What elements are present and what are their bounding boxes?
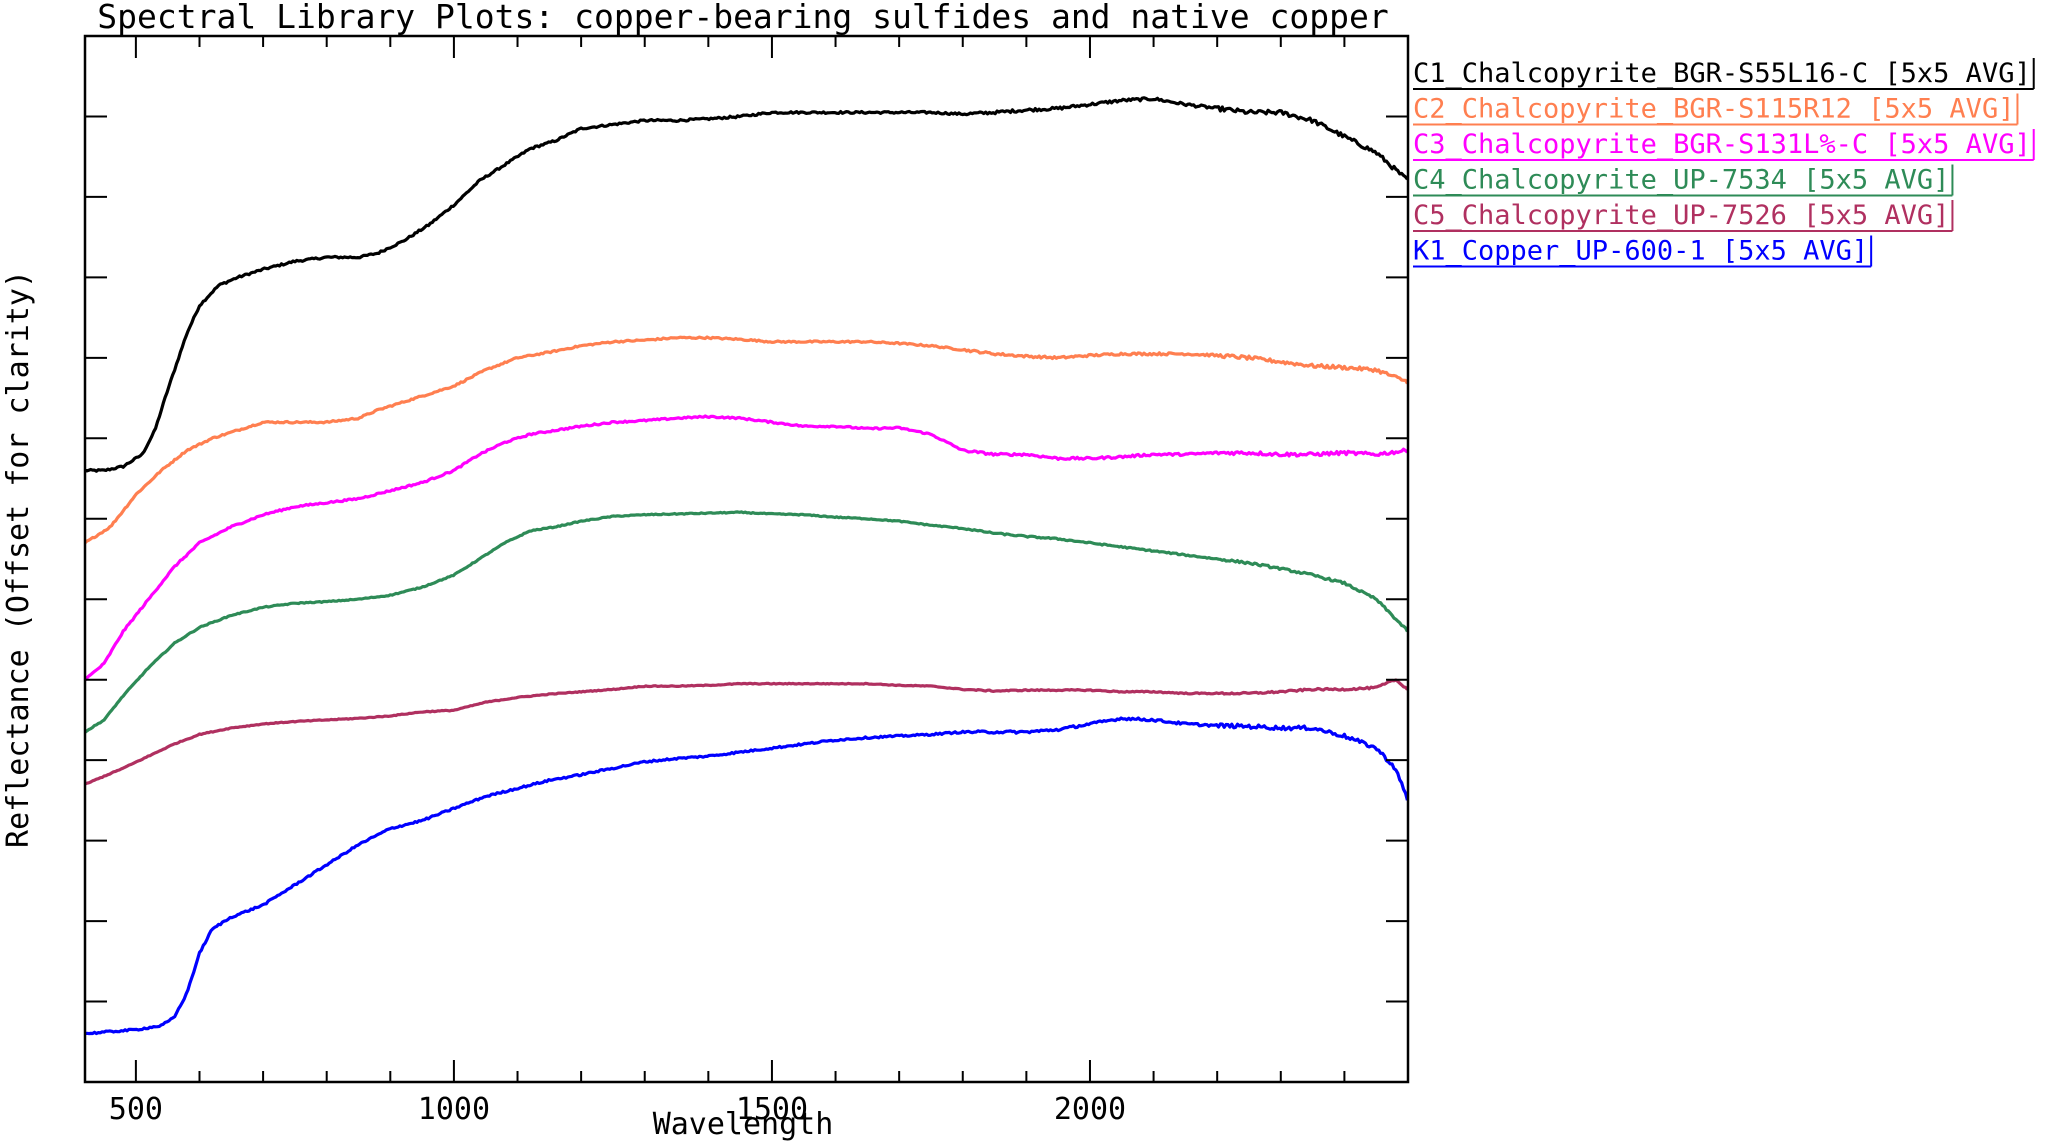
- x-tick-label: 1000: [418, 1092, 490, 1127]
- plot-frame: [83, 34, 1410, 1084]
- series-line-5: [84, 678, 1409, 786]
- x-axis-label: Wavelength: [653, 1107, 834, 1142]
- plot-lines: [83, 96, 1409, 1036]
- series-line-3: [83, 414, 1409, 682]
- y-axis-label: Reflectance (Offset for clarity): [1, 270, 36, 848]
- chart-title: Spectral Library Plots: copper-bearing s…: [97, 0, 1388, 36]
- series-line-1: [84, 96, 1409, 473]
- legend-entry-1: C1_Chalcopyrite_BGR-S55L16-C [5x5 AVG]: [1413, 58, 2031, 89]
- series-line-2: [83, 335, 1409, 545]
- series-line-6: [84, 716, 1409, 1036]
- legend-entry-4: C4_Chalcopyrite_UP-7534 [5x5 AVG]: [1413, 165, 1949, 196]
- legend-entry-2: C2_Chalcopyrite_BGR-S115R12 [5x5 AVG]: [1413, 94, 2014, 125]
- legend-entry-3: C3_Chalcopyrite_BGR-S131L%-C [5x5 AVG]: [1413, 129, 2031, 160]
- legend: C1_Chalcopyrite_BGR-S55L16-C [5x5 AVG] C2…: [1413, 58, 2035, 268]
- x-tick-label: 500: [109, 1092, 163, 1127]
- x-axis-ticks: 500 1000 1500 2000: [109, 36, 1409, 1127]
- series-line-4: [84, 510, 1409, 734]
- legend-entry-6: K1_Copper_UP-600-1 [5x5 AVG]: [1413, 236, 1868, 267]
- y-axis-ticks: [85, 35, 1408, 1083]
- legend-entry-5: C5_Chalcopyrite_UP-7526 [5x5 AVG]: [1413, 200, 1949, 231]
- x-tick-label: 2000: [1054, 1092, 1126, 1127]
- x-tick-label: 1500: [736, 1092, 808, 1127]
